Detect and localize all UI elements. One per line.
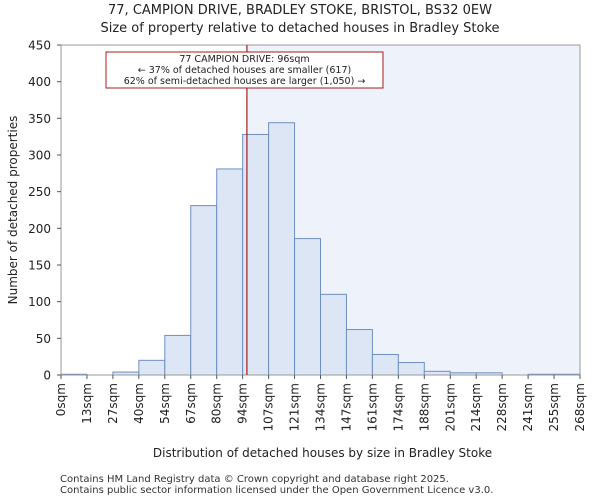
x-tick-label: 188sqm: [417, 383, 431, 431]
x-tick-label: 27sqm: [106, 383, 120, 424]
x-axis-label: Distribution of detached houses by size …: [153, 446, 492, 460]
y-tick-label: 200: [28, 222, 51, 236]
annotation-line-1: 77 CAMPION DRIVE: 96sqm: [179, 54, 309, 65]
histogram-bar: [345, 329, 373, 376]
histogram-bar: [397, 362, 425, 376]
x-tick-label: 214sqm: [469, 383, 483, 431]
x-tick-label: 107sqm: [262, 383, 276, 431]
histogram-chart: 0 50 100 150 200 250 300 350 400 450 0sqm 13sqm 27s…: [6, 39, 587, 461]
y-tick-label: 300: [28, 149, 51, 163]
annotation-box: 77 CAMPION DRIVE: 96sqm ← 37% of detache…: [105, 51, 384, 89]
histogram-bar: [138, 359, 166, 376]
x-tick-label: 94sqm: [236, 383, 250, 424]
x-tick-label: 13sqm: [80, 383, 94, 424]
annotation-line-3: 62% of semi-detached houses are larger (…: [124, 76, 366, 87]
x-tick-label: 80sqm: [210, 383, 224, 424]
annotation-line-2: ← 37% of detached houses are smaller (61…: [138, 65, 351, 76]
y-tick-label: 400: [28, 75, 51, 89]
histogram-bar: [371, 353, 399, 376]
histogram-bar: [268, 122, 296, 376]
x-tick-label: 201sqm: [443, 383, 457, 431]
histogram-bar: [320, 293, 347, 376]
x-tick-label: 0sqm: [54, 383, 68, 416]
histogram-bar: [423, 370, 451, 376]
x-tick-label: 161sqm: [365, 383, 379, 431]
x-tick-label: 147sqm: [339, 383, 353, 431]
y-tick-label: 250: [28, 185, 51, 199]
x-tick-label: 40sqm: [132, 383, 146, 424]
histogram-bar: [294, 238, 321, 376]
x-tick-label: 174sqm: [391, 383, 405, 431]
y-tick-label: 0: [43, 369, 51, 383]
chart-title: 77, CAMPION DRIVE, BRADLEY STOKE, BRISTO…: [108, 3, 492, 18]
histogram-bar: [164, 334, 192, 376]
footer-line-2: Contains public sector information licen…: [60, 485, 494, 496]
y-tick-label: 100: [28, 295, 51, 309]
y-tick-label: 50: [36, 332, 51, 346]
x-tick-label: 54sqm: [158, 383, 172, 424]
x-tick-label: 241sqm: [521, 383, 535, 431]
y-axis-label: Number of detached properties: [6, 116, 20, 305]
footer-line-1: Contains HM Land Registry data © Crown c…: [60, 474, 449, 485]
x-tick-label: 255sqm: [547, 383, 561, 431]
x-tick-label: 134sqm: [314, 383, 328, 431]
y-tick-label: 150: [28, 259, 51, 273]
chart-subtitle: Size of property relative to detached ho…: [100, 21, 500, 36]
x-tick-label: 268sqm: [573, 383, 587, 431]
x-tick-label: 121sqm: [288, 383, 302, 431]
y-tick-label: 350: [28, 112, 51, 126]
x-tick-label: 67sqm: [184, 383, 198, 424]
histogram-bar: [216, 168, 244, 376]
x-tick-label: 228sqm: [495, 383, 509, 431]
histogram-bar: [190, 205, 218, 376]
y-tick-label: 450: [28, 39, 51, 53]
